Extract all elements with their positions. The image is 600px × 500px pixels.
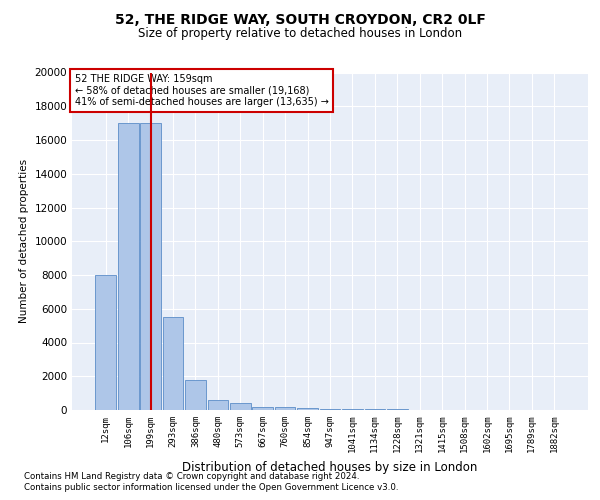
Bar — [342, 409, 363, 410]
Bar — [230, 403, 251, 410]
Bar — [253, 406, 273, 410]
Text: 52 THE RIDGE WAY: 159sqm
← 58% of detached houses are smaller (19,168)
41% of se: 52 THE RIDGE WAY: 159sqm ← 58% of detach… — [74, 74, 328, 108]
Bar — [365, 409, 385, 410]
Text: 52, THE RIDGE WAY, SOUTH CROYDON, CR2 0LF: 52, THE RIDGE WAY, SOUTH CROYDON, CR2 0L… — [115, 12, 485, 26]
Bar — [140, 123, 161, 410]
Bar — [185, 380, 206, 410]
X-axis label: Distribution of detached houses by size in London: Distribution of detached houses by size … — [182, 461, 478, 474]
Bar — [118, 123, 139, 410]
Text: Size of property relative to detached houses in London: Size of property relative to detached ho… — [138, 28, 462, 40]
Text: Contains HM Land Registry data © Crown copyright and database right 2024.: Contains HM Land Registry data © Crown c… — [24, 472, 359, 481]
Y-axis label: Number of detached properties: Number of detached properties — [19, 159, 29, 324]
Bar — [320, 408, 340, 410]
Bar — [208, 400, 228, 410]
Text: Contains public sector information licensed under the Open Government Licence v3: Contains public sector information licen… — [24, 484, 398, 492]
Bar — [163, 317, 184, 410]
Bar — [95, 275, 116, 410]
Bar — [297, 408, 318, 410]
Bar — [275, 408, 295, 410]
